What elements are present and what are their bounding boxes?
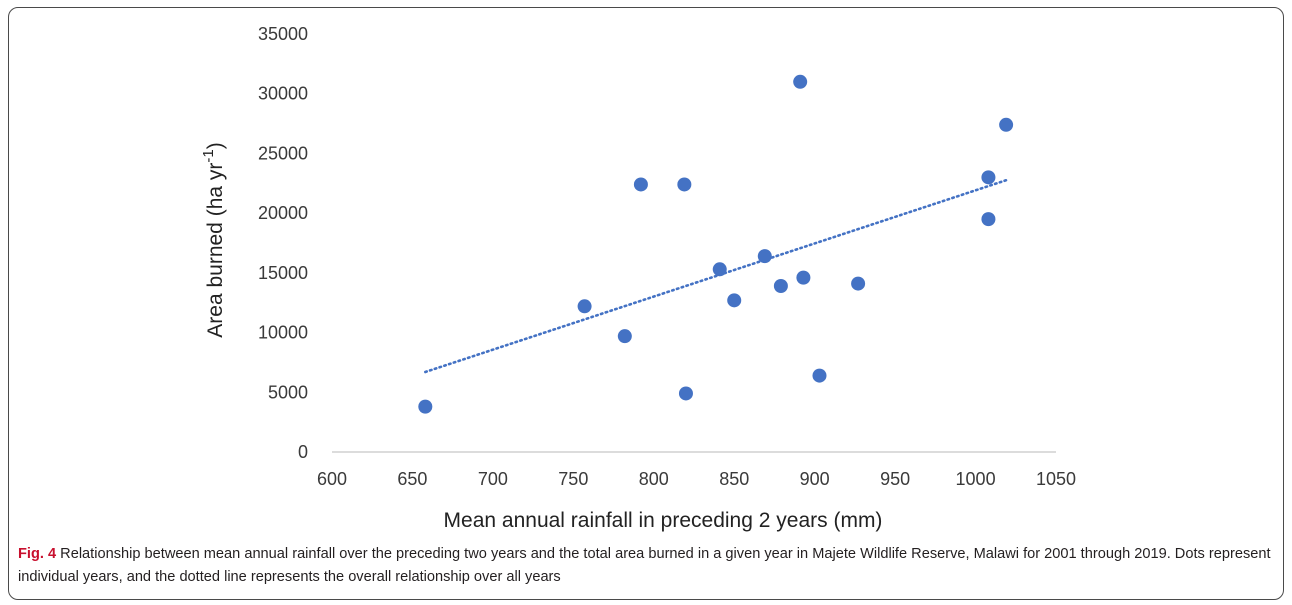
data-points xyxy=(418,74,1014,414)
x-tick-label: 1050 xyxy=(1036,469,1076,489)
y-tick-label: 5000 xyxy=(268,382,308,402)
data-point xyxy=(851,276,866,291)
y-tick-label: 15000 xyxy=(258,263,308,283)
data-point xyxy=(678,386,693,401)
x-tick-label: 600 xyxy=(317,469,347,489)
y-axis-title: Area burned (ha yr-1) xyxy=(200,142,227,337)
x-tick-label: 950 xyxy=(880,469,910,489)
x-tick-label: 700 xyxy=(478,469,508,489)
y-tick-label: 20000 xyxy=(258,203,308,223)
data-point xyxy=(418,399,433,414)
data-point xyxy=(999,117,1014,132)
data-point xyxy=(981,212,996,227)
data-point xyxy=(633,177,648,192)
y-tick-labels: 0 5000 10000 15000 20000 25000 30000 35000 xyxy=(258,24,308,462)
data-point xyxy=(727,293,742,308)
y-tick-label: 0 xyxy=(298,442,308,462)
x-tick-label: 1000 xyxy=(956,469,996,489)
y-axis-title-close: ) xyxy=(204,142,227,149)
data-point xyxy=(677,177,692,192)
y-axis-title-superscript: -1 xyxy=(200,149,217,162)
caption-label: Fig. 4 xyxy=(18,546,57,562)
y-axis-title-main: Area burned (ha yr xyxy=(204,163,227,338)
data-point xyxy=(577,299,592,314)
x-tick-label: 750 xyxy=(558,469,588,489)
x-tick-label: 850 xyxy=(719,469,749,489)
x-tick-label: 650 xyxy=(397,469,427,489)
data-point xyxy=(757,249,772,264)
x-tick-label: 900 xyxy=(800,469,830,489)
y-tick-label: 30000 xyxy=(258,84,308,104)
data-point xyxy=(793,74,808,89)
y-tick-label: 10000 xyxy=(258,323,308,343)
caption-text: Relationship between mean annual rainfal… xyxy=(18,546,1271,585)
x-tick-labels: 600 650 700 750 800 850 900 950 1000 1050 xyxy=(317,469,1076,489)
figure-frame xyxy=(8,7,1284,600)
x-tick-label: 800 xyxy=(639,469,669,489)
data-point xyxy=(617,329,632,344)
y-tick-label: 25000 xyxy=(258,143,308,163)
data-point xyxy=(812,368,827,383)
data-point xyxy=(712,262,727,277)
x-axis-title: Mean annual rainfall in preceding 2 year… xyxy=(444,509,883,532)
trendline xyxy=(424,178,1010,374)
data-point xyxy=(773,278,788,293)
figure-caption: Fig. 4 Relationship between mean annual … xyxy=(18,543,1274,589)
data-point xyxy=(796,270,811,285)
data-point xyxy=(981,170,996,185)
y-tick-label: 35000 xyxy=(258,24,308,44)
